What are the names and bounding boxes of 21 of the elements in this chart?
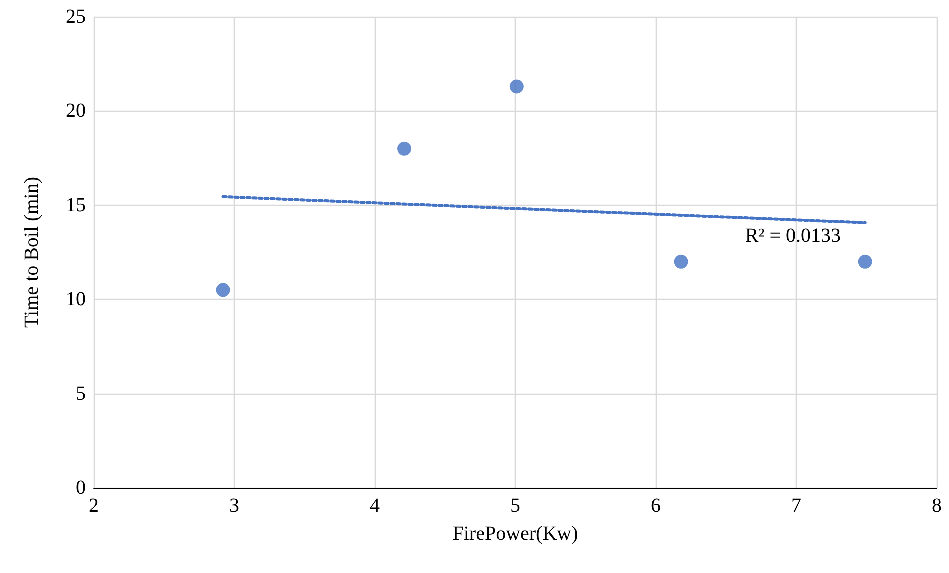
y-tick-label: 20 xyxy=(66,100,86,122)
x-tick-label: 7 xyxy=(792,495,802,517)
y-tick-label: 15 xyxy=(66,194,86,216)
y-tick-label: 5 xyxy=(76,382,86,405)
x-tick-label: 3 xyxy=(230,495,240,517)
annotation: R² = 0.0133 xyxy=(745,225,842,247)
point xyxy=(398,142,412,156)
point xyxy=(510,80,524,94)
point xyxy=(216,283,230,298)
x-axis-title: FirePower(Kw) xyxy=(452,523,578,545)
x-tick-label: 2 xyxy=(89,495,99,517)
y-axis-title: Time to Boil (min) xyxy=(21,177,43,328)
y-tick-label: 0 xyxy=(76,477,86,499)
point xyxy=(858,254,872,269)
x-tick-label: 4 xyxy=(370,495,380,517)
x-tick-label: 6 xyxy=(651,495,661,517)
x-tick-label: 5 xyxy=(510,495,520,517)
y-tick-label: 25 xyxy=(66,6,86,28)
y-tick-label: 10 xyxy=(66,288,86,311)
x-tick-label: 8 xyxy=(932,495,942,517)
point xyxy=(674,254,688,269)
